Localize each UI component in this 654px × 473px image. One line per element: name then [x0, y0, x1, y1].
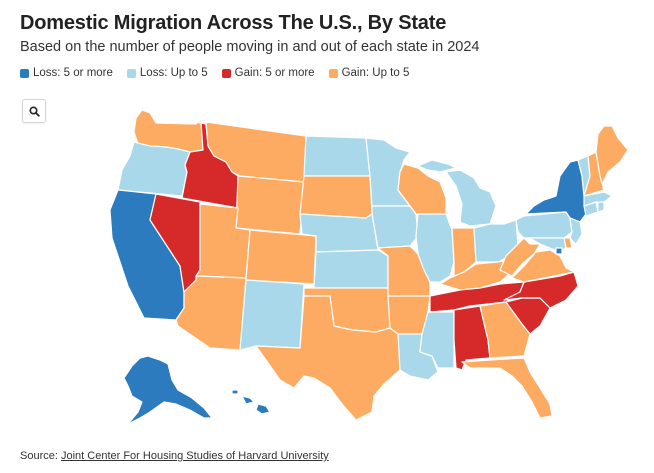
state-mo[interactable]: [377, 245, 431, 297]
legend-label: Loss: Up to 5: [139, 67, 208, 79]
state-il[interactable]: [415, 213, 455, 283]
state-me[interactable]: [595, 125, 629, 185]
state-nm[interactable]: [239, 279, 305, 351]
state-ma[interactable]: [583, 191, 613, 207]
legend-item-loss-up-to-5: Loss: Up to 5: [126, 67, 208, 79]
state-ri[interactable]: [597, 201, 605, 213]
legend-swatch: [221, 68, 231, 78]
legend-item-gain-up-to-5: Gain: Up to 5: [328, 67, 410, 79]
legend-label: Gain: 5 or more: [234, 67, 315, 79]
state-nd[interactable]: [303, 135, 371, 177]
legend-swatch: [126, 68, 136, 78]
state-ak[interactable]: [123, 355, 213, 425]
state-ia[interactable]: [371, 205, 419, 249]
source-note: Source: Joint Center For Housing Studies…: [20, 450, 329, 462]
map-subtitle: Based on the number of people moving in …: [20, 39, 480, 55]
state-va[interactable]: [511, 249, 575, 283]
legend-swatch: [20, 68, 29, 78]
source-link[interactable]: Joint Center For Housing Studies of Harv…: [60, 450, 329, 462]
state-nj[interactable]: [569, 217, 583, 245]
state-wv[interactable]: [499, 237, 541, 277]
state-or[interactable]: [117, 141, 191, 197]
search-icon: [28, 105, 40, 117]
state-mi[interactable]: [417, 159, 497, 227]
state-nc[interactable]: [503, 271, 579, 309]
legend-item-gain-5-or-more: Gain: 5 or more: [221, 67, 315, 79]
search-button[interactable]: [22, 99, 46, 123]
legend-item-loss-5-or-more: Loss: 5 or more: [20, 67, 113, 79]
state-fl[interactable]: [461, 357, 553, 419]
state-pa[interactable]: [515, 211, 573, 239]
state-de[interactable]: [563, 237, 573, 249]
state-ks[interactable]: [313, 249, 389, 289]
us-state-map: [109, 109, 629, 425]
legend: Loss: 5 or more Loss: Up to 5 Gain: 5 or…: [20, 67, 409, 79]
state-hi[interactable]: [231, 389, 271, 415]
legend-label: Loss: 5 or more: [33, 67, 113, 79]
state-tx[interactable]: [255, 295, 401, 421]
legend-swatch: [328, 68, 338, 78]
state-co[interactable]: [245, 229, 317, 285]
state-wy[interactable]: [235, 175, 305, 235]
state-ny[interactable]: [525, 159, 587, 223]
state-dc[interactable]: [555, 247, 563, 255]
state-sd[interactable]: [299, 175, 373, 219]
legend-label: Gain: Up to 5: [341, 67, 410, 79]
source-prefix: Source:: [20, 450, 61, 462]
map-title: Domestic Migration Across The U.S., By S…: [20, 12, 447, 34]
